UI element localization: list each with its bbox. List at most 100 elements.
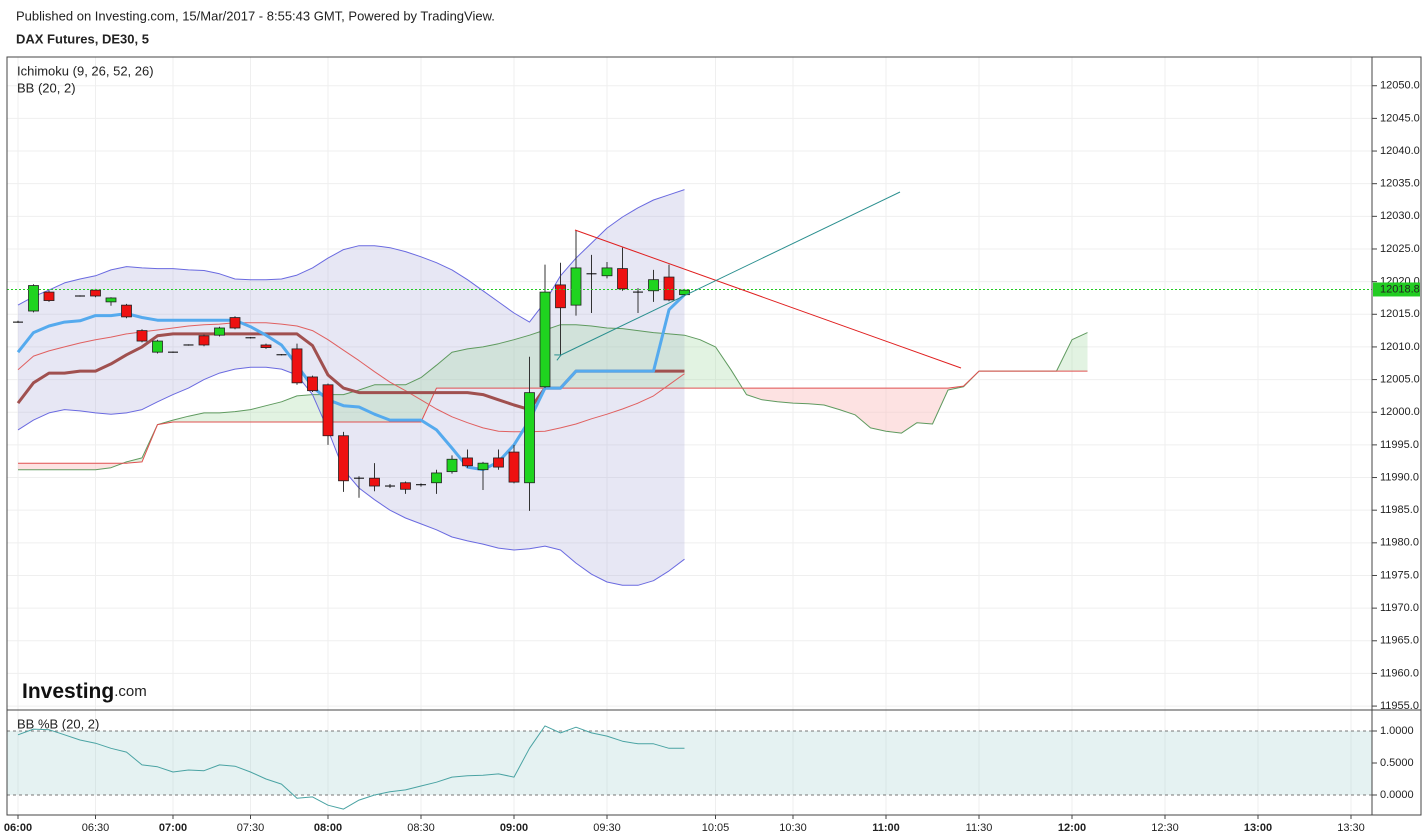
cloud-fill (80, 463, 96, 470)
cloud-fill (64, 463, 80, 470)
candle-body (121, 304, 132, 318)
y-tick-label: 11975.0 (1380, 569, 1419, 581)
y-tick-label: 11955.0 (1380, 700, 1419, 712)
cloud-fill (669, 333, 685, 389)
cloud-fill (560, 324, 576, 389)
cloud-fill (746, 388, 762, 400)
y-tick-label: 11965.0 (1380, 635, 1419, 647)
cloud-fill (917, 388, 933, 424)
cloud-fill (576, 324, 592, 389)
x-tick-label: 06:30 (82, 822, 110, 834)
candle-body (183, 344, 194, 346)
cloud-fill (653, 332, 669, 389)
x-tick-label: 09:00 (500, 822, 528, 834)
candle-body (493, 457, 504, 468)
y-tick-label: 11980.0 (1380, 537, 1419, 549)
candle-body (75, 295, 85, 297)
publisher-note: Published on Investing.com, 15/Mar/2017 … (16, 8, 495, 23)
cloud-fill (235, 409, 251, 423)
cloud-fill (591, 326, 607, 389)
candle-body (570, 267, 582, 306)
frame (6, 56, 1422, 816)
drawings (561, 191, 962, 369)
logo-suffix: .com (114, 683, 147, 700)
candle-body (214, 327, 225, 336)
cloud-fill (762, 388, 778, 402)
candle-body (446, 458, 458, 473)
candle-body (679, 289, 690, 296)
indicator-line (17, 322, 685, 433)
cloud-fill (33, 463, 49, 470)
candle-body (633, 291, 643, 293)
cloud-fill (188, 412, 204, 423)
candle-body (648, 279, 659, 292)
cloud-fill (886, 388, 902, 434)
y-tick-label: 12000.0 (1380, 406, 1420, 418)
cloud-fill (359, 384, 375, 423)
candle-body (400, 482, 411, 490)
x-tick-label: 08:30 (407, 822, 435, 834)
trend-line (574, 229, 962, 369)
candle-body (198, 335, 210, 346)
bollinger-fill (18, 189, 685, 586)
candle-body (555, 284, 566, 309)
candle-body (276, 354, 287, 356)
cloud-fill (1072, 332, 1088, 372)
y-tick-label: 12050.0 (1380, 80, 1420, 92)
x-tick-label: 10:05 (702, 822, 730, 834)
last-price-label: 12018.8 (1380, 283, 1420, 295)
cloud-fill (374, 384, 390, 423)
candle-body (152, 340, 163, 353)
cloud-fill (700, 339, 716, 389)
logo: Investing.com (22, 680, 147, 703)
x-tick-label: 13:30 (1337, 822, 1365, 834)
candle-body (291, 348, 303, 384)
x-tick-label: 10:30 (779, 822, 807, 834)
candle-body (416, 484, 426, 486)
x-tick-label: 11:30 (966, 822, 993, 834)
indicator-plot (7, 725, 1372, 810)
cloud-fill (204, 412, 220, 423)
x-tick-label: 06:00 (4, 822, 32, 834)
candle-body (431, 472, 442, 484)
y-tick-label: 1.0000 (1380, 725, 1414, 737)
candle-body (369, 477, 380, 487)
candle-body (43, 291, 55, 301)
indicator-line (17, 725, 685, 810)
y-tick-label: 11970.0 (1380, 602, 1419, 614)
candle-body (586, 273, 597, 275)
cloud-fill (607, 327, 623, 389)
cloud-fill (793, 388, 809, 404)
cloud-fill (824, 388, 840, 410)
cloud-fill (870, 388, 886, 432)
candle-body (385, 485, 395, 487)
x-tick-label: 13:00 (1244, 822, 1272, 834)
y-tick-label: 12005.0 (1380, 373, 1420, 385)
y-tick-label: 12025.0 (1380, 243, 1420, 255)
cloud-fill (467, 346, 483, 389)
candle-body (260, 344, 272, 348)
candle-body (354, 477, 364, 479)
y-tick-label: 12015.0 (1380, 308, 1420, 320)
indicator-line (17, 366, 685, 586)
x-tick-label: 07:30 (237, 822, 265, 834)
candle-body (462, 457, 473, 467)
candle-body (539, 291, 551, 388)
candle-body (663, 276, 675, 301)
cloud-fill (622, 328, 638, 389)
indicator-line (17, 189, 685, 323)
cloud-fill (452, 348, 468, 389)
y-tick-label: 11985.0 (1380, 504, 1419, 516)
last-price-box (1373, 282, 1420, 297)
x-tick-label: 08:00 (314, 822, 342, 834)
candle-body (245, 337, 256, 339)
cloud-fill (297, 394, 313, 423)
candle-body (322, 384, 334, 437)
candle-body (508, 451, 520, 483)
candle-body (105, 297, 117, 303)
y-tick-label: 12040.0 (1380, 145, 1420, 157)
price-plot (7, 189, 1372, 586)
cloud-fill (281, 395, 297, 423)
cloud-fill (18, 463, 34, 470)
